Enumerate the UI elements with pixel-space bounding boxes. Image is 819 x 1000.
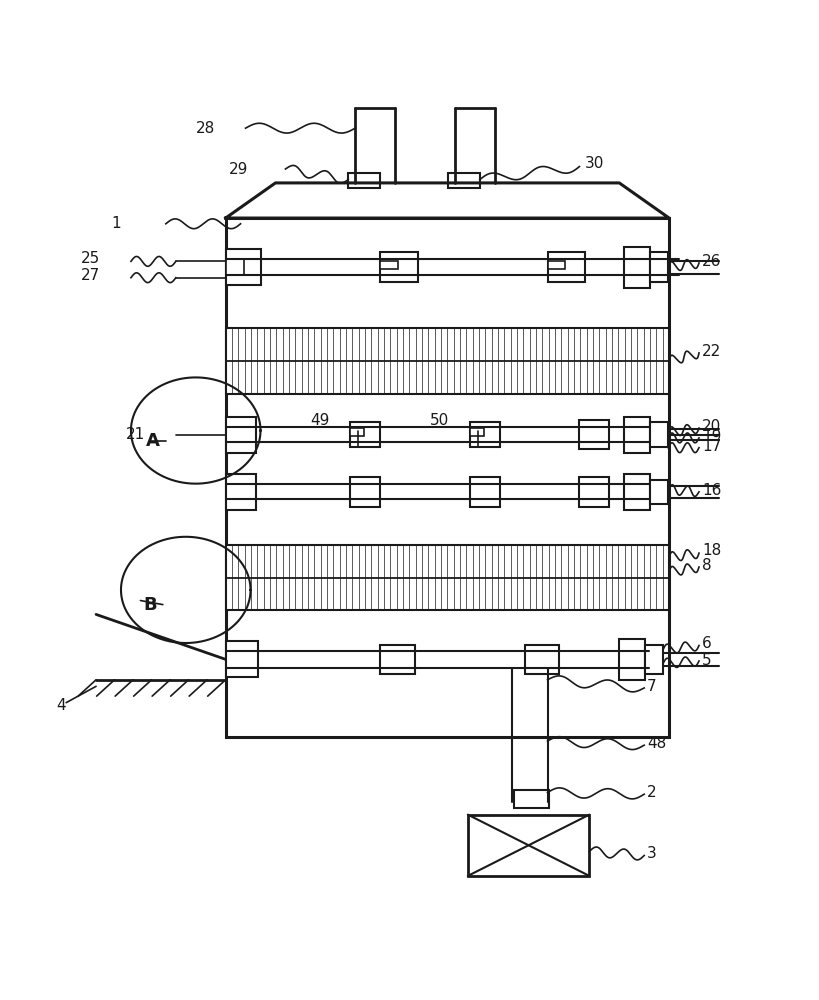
Bar [623, 247, 649, 288]
Bar [380, 252, 418, 282]
Bar [524, 645, 559, 674]
Bar [469, 422, 499, 447]
Bar [225, 417, 256, 453]
Bar [623, 474, 649, 510]
Bar [579, 420, 609, 449]
Text: 17: 17 [701, 439, 721, 454]
Text: 48: 48 [646, 736, 666, 751]
Bar [350, 477, 380, 507]
Text: 18: 18 [701, 543, 721, 558]
Bar [225, 641, 257, 677]
Bar [225, 328, 668, 394]
Bar [645, 645, 663, 674]
Text: 4: 4 [57, 698, 66, 713]
Bar [225, 474, 256, 510]
Text: 19: 19 [701, 429, 721, 444]
Text: 16: 16 [701, 483, 721, 498]
Text: 29: 29 [229, 162, 247, 177]
Bar [649, 422, 667, 447]
Text: 3: 3 [646, 846, 656, 861]
Text: 2: 2 [646, 785, 656, 800]
Bar [380, 645, 414, 674]
Text: 49: 49 [310, 413, 329, 428]
Bar [348, 173, 380, 188]
Text: 6: 6 [701, 636, 711, 651]
Bar [547, 261, 565, 269]
Bar [618, 639, 645, 680]
Text: 30: 30 [584, 156, 603, 171]
Bar [225, 545, 668, 610]
Bar [469, 428, 483, 436]
Bar [225, 218, 668, 737]
Text: B: B [143, 596, 156, 614]
Bar [649, 480, 667, 504]
Bar [225, 259, 243, 275]
Text: A: A [146, 432, 160, 450]
Text: 50: 50 [430, 413, 449, 428]
Text: 26: 26 [701, 254, 721, 269]
Bar [467, 815, 589, 876]
Bar [649, 252, 667, 282]
Bar [380, 261, 397, 269]
Bar [513, 790, 548, 808]
Text: 8: 8 [701, 558, 711, 573]
Bar [350, 422, 380, 447]
Text: 28: 28 [196, 121, 215, 136]
Bar [579, 477, 609, 507]
Bar [547, 252, 585, 282]
Text: 21: 21 [126, 427, 145, 442]
Text: 27: 27 [81, 268, 100, 283]
Bar [469, 477, 499, 507]
Bar [350, 428, 364, 436]
Text: 25: 25 [81, 251, 100, 266]
Text: 7: 7 [646, 679, 656, 694]
Text: 20: 20 [701, 419, 721, 434]
Text: 1: 1 [111, 216, 120, 231]
Bar [225, 249, 260, 285]
Text: 22: 22 [701, 344, 721, 359]
Bar [447, 173, 479, 188]
Text: 5: 5 [701, 653, 711, 668]
Bar [623, 417, 649, 453]
